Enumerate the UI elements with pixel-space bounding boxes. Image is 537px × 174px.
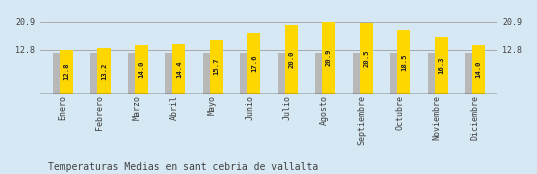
Text: Temperaturas Medias en sant cebria de vallalta: Temperaturas Medias en sant cebria de va…: [48, 162, 318, 172]
Text: 20.5: 20.5: [364, 50, 369, 67]
Bar: [248, 33, 260, 94]
Bar: [128, 53, 139, 94]
Text: 12.8: 12.8: [63, 63, 69, 80]
Text: 17.6: 17.6: [251, 55, 257, 72]
Text: 13.2: 13.2: [101, 62, 107, 80]
Text: 20.9: 20.9: [326, 49, 332, 66]
Bar: [390, 53, 401, 94]
Bar: [241, 53, 251, 94]
Bar: [472, 45, 485, 94]
Bar: [90, 53, 101, 94]
Bar: [278, 53, 288, 94]
Text: 15.7: 15.7: [213, 58, 220, 75]
Bar: [465, 53, 476, 94]
Bar: [53, 53, 63, 94]
Bar: [135, 45, 148, 94]
Bar: [285, 25, 298, 94]
Text: 14.0: 14.0: [476, 61, 482, 78]
Text: 14.0: 14.0: [139, 61, 144, 78]
Bar: [397, 30, 410, 94]
Bar: [353, 53, 364, 94]
Bar: [60, 50, 73, 94]
Text: 20.0: 20.0: [288, 50, 294, 68]
Bar: [203, 53, 213, 94]
Text: 16.3: 16.3: [438, 57, 444, 74]
Bar: [210, 39, 223, 94]
Bar: [172, 44, 185, 94]
Bar: [315, 53, 326, 94]
Bar: [322, 22, 336, 94]
Bar: [97, 48, 111, 94]
Bar: [165, 53, 176, 94]
Bar: [435, 37, 448, 94]
Text: 14.4: 14.4: [176, 60, 182, 78]
Bar: [428, 53, 438, 94]
Bar: [360, 23, 373, 94]
Text: 18.5: 18.5: [401, 53, 407, 70]
